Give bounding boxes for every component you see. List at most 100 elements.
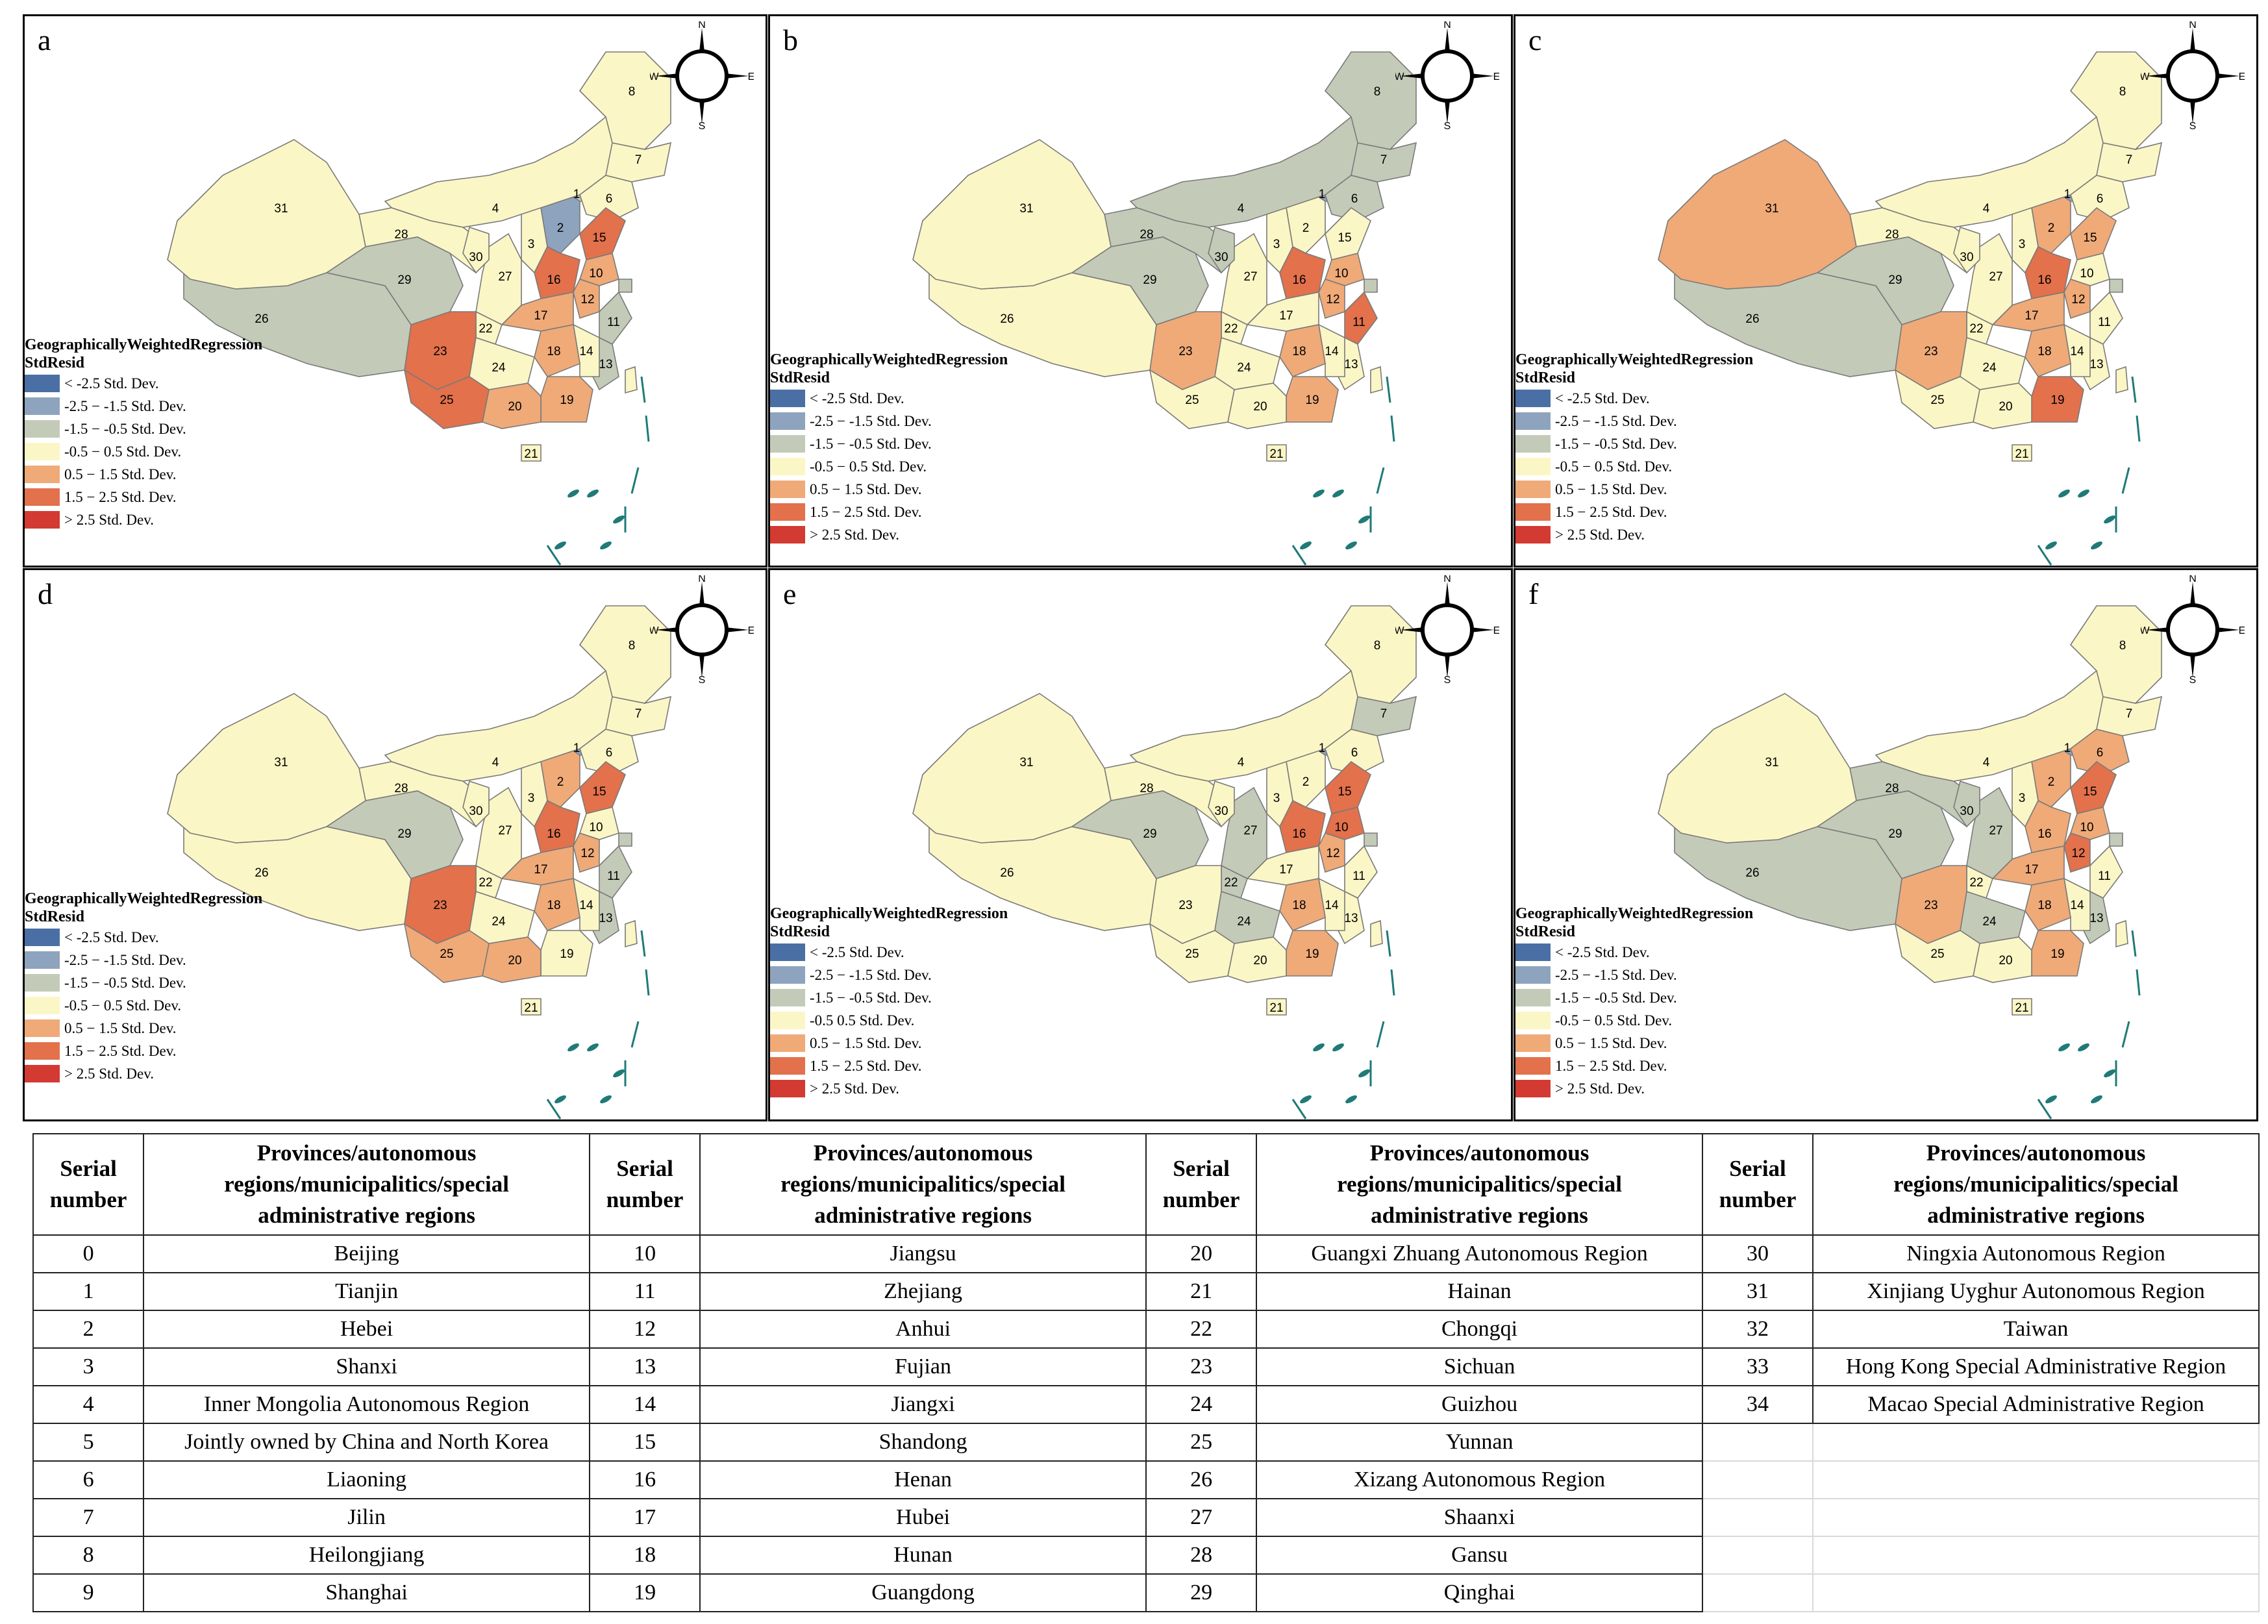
- serial-cell: [1701, 1536, 1814, 1575]
- province-label: 11: [607, 316, 620, 329]
- compass-s-label: S: [699, 675, 706, 684]
- legend-swatch: [25, 397, 60, 415]
- province-label: 19: [2050, 394, 2064, 407]
- legend-label: > 2.5 Std. Dev.: [64, 1065, 154, 1082]
- legend-swatch: [770, 412, 805, 430]
- province-29: [1815, 236, 1954, 325]
- province-label: 27: [498, 824, 512, 838]
- legend-subtitle: StdResid: [25, 355, 85, 371]
- header-serial-number: Serial number: [588, 1133, 701, 1236]
- region-cell: Yunnan: [1256, 1423, 1703, 1462]
- province-label: 27: [1243, 270, 1257, 284]
- province-15: [1325, 206, 1371, 260]
- legend-item: -2.5 − -1.5 Std. Dev.: [770, 410, 1008, 432]
- legend-label: 1.5 − 2.5 Std. Dev.: [64, 1042, 177, 1059]
- province-label: 10: [1334, 267, 1348, 281]
- serial-cell: 15: [588, 1423, 701, 1462]
- legend-label: 1.5 − 2.5 Std. Dev.: [810, 503, 922, 520]
- province-label: 26: [1745, 312, 1759, 326]
- legend: GeographicallyWeightedRegression StdResid…: [25, 890, 262, 1085]
- province-12: [1318, 832, 1345, 873]
- legend-title: GeographicallyWeightedRegression: [770, 905, 1008, 922]
- province-12: [1318, 279, 1345, 319]
- map-panel-b: 31 26 29 28 4 8 7 6 30 27 3 1 2 15 16 10 12 11 17 22 23 18 14 1…: [768, 14, 1513, 568]
- legend-label: -2.5 − -1.5 Std. Dev.: [64, 397, 186, 414]
- panel-letter: f: [1528, 577, 1539, 610]
- compass-s-label: S: [1444, 675, 1451, 684]
- compass-e-label: E: [1493, 71, 1499, 82]
- province-29: [325, 790, 464, 879]
- province-30: [462, 226, 490, 274]
- region-cell: Guangxi Zhuang Autonomous Region: [1256, 1234, 1703, 1273]
- province-30: [1953, 780, 1980, 828]
- legend-item: < -2.5 Std. Dev.: [770, 387, 1008, 410]
- province-label: 15: [1338, 785, 1351, 799]
- province-label: 19: [1305, 394, 1319, 407]
- province-25: [1149, 923, 1235, 983]
- province-label: 31: [274, 202, 288, 216]
- table-row: 5 Jointly owned by China and North Korea 1…: [32, 1423, 2260, 1462]
- province-label: 12: [2071, 847, 2085, 860]
- legend-label: -0.5 − 0.5 Std. Dev.: [810, 458, 927, 475]
- region-cell: Guizhou: [1256, 1385, 1703, 1424]
- legend-label: > 2.5 Std. Dev.: [1555, 526, 1645, 543]
- province-label: 4: [492, 756, 499, 769]
- legend-label: < -2.5 Std. Dev.: [1555, 943, 1650, 960]
- province-label: 18: [2037, 345, 2051, 358]
- nine-dash-line: [1369, 376, 1395, 532]
- legend-item: 0.5 − 1.5 Std. Dev.: [1515, 1032, 1753, 1055]
- island-mark: [1313, 489, 1325, 498]
- compass-rose-icon: N S E W: [650, 21, 754, 131]
- legend-swatch: [1515, 1080, 1551, 1097]
- serial-cell: 4: [32, 1385, 145, 1424]
- island-mark: [1300, 541, 1312, 550]
- legend-title: GeographicallyWeightedRegression: [25, 890, 263, 907]
- province-label: 16: [2037, 273, 2051, 287]
- province-label: 24: [492, 361, 506, 375]
- legend-label: 1.5 − 2.5 Std. Dev.: [1555, 1057, 1667, 1074]
- island-mark: [555, 541, 566, 550]
- province-label: 6: [2097, 192, 2104, 206]
- province-12: [2063, 832, 2091, 873]
- legend-label: 0.5 − 1.5 Std. Dev.: [64, 466, 177, 482]
- province-label: 14: [1325, 345, 1339, 358]
- province-label: 27: [498, 270, 512, 284]
- province-label: 25: [1185, 947, 1199, 961]
- legend-swatch: [1515, 1034, 1551, 1052]
- serial-cell: [1701, 1460, 1814, 1499]
- province-label: 21: [2015, 1001, 2028, 1015]
- table-row: 4 Inner Mongolia Autonomous Region 14 Jiang…: [32, 1385, 2260, 1424]
- region-cell: Shandong: [699, 1423, 1147, 1462]
- legend-label: -2.5 − -1.5 Std. Dev.: [810, 412, 932, 429]
- serial-cell: 30: [1701, 1234, 1814, 1273]
- serial-cell: 2: [32, 1310, 145, 1349]
- legend-item: > 2.5 Std. Dev.: [770, 1077, 1008, 1100]
- province-18: [534, 878, 580, 931]
- province-label: 14: [579, 345, 593, 358]
- island-mark: [2045, 1095, 2057, 1104]
- legend-label: > 2.5 Std. Dev.: [810, 526, 899, 543]
- province-label: 6: [606, 192, 613, 206]
- region-cell: [1812, 1423, 2260, 1462]
- legend-label: -1.5 − -0.5 Std. Dev.: [810, 435, 932, 452]
- province-label: 10: [2080, 267, 2093, 281]
- legend-label: -0.5 − 0.5 Std. Dev.: [1555, 458, 1673, 475]
- region-cell: Macao Special Administrative Region: [1812, 1385, 2260, 1424]
- province-31: [912, 693, 1112, 843]
- map-panel-d: 31 26 29 28 4 8 7 6 30 27 3 1 2 15 16 10 12 11 17 22 23 18 14 1…: [23, 568, 767, 1121]
- legend-item: -0.5 − 0.5 Std. Dev.: [1515, 1009, 1753, 1032]
- legend-item: 1.5 − 2.5 Std. Dev.: [770, 1055, 1008, 1077]
- province-label: 1: [573, 742, 580, 755]
- province-label: 24: [492, 915, 506, 929]
- region-cell: [1812, 1498, 2260, 1537]
- province-label: 18: [2037, 899, 2051, 912]
- province-15: [2070, 760, 2117, 814]
- legend-swatch: [1515, 1057, 1551, 1075]
- province-label: 29: [1888, 827, 1902, 841]
- province-label: 28: [394, 782, 408, 795]
- legend-item: > 2.5 Std. Dev.: [25, 508, 262, 531]
- legend-label: > 2.5 Std. Dev.: [1555, 1080, 1645, 1097]
- province-9: [618, 832, 632, 847]
